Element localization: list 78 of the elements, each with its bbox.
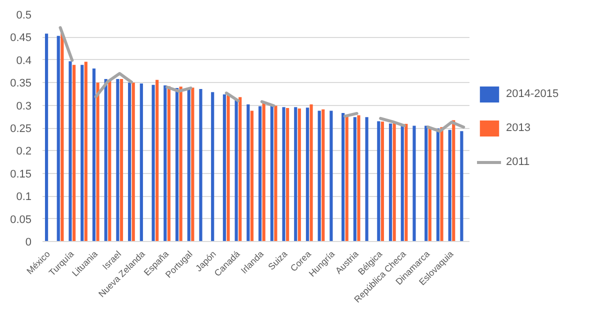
legend-label: 2013 xyxy=(506,122,530,134)
bar xyxy=(428,128,432,242)
bar xyxy=(92,68,96,242)
bar xyxy=(388,123,392,242)
bar xyxy=(132,82,135,242)
y-tick-label: 0.35 xyxy=(10,78,32,90)
bar xyxy=(306,108,310,242)
bar xyxy=(246,104,250,242)
bar xyxy=(140,84,143,242)
bar xyxy=(84,62,88,242)
y-tick-label: 0.3 xyxy=(16,100,32,112)
bar xyxy=(175,88,179,242)
y-tick-label: 0.1 xyxy=(16,191,32,204)
bar xyxy=(377,121,380,242)
bar xyxy=(330,110,333,242)
bar xyxy=(460,131,464,242)
bar xyxy=(400,126,404,242)
bar xyxy=(270,106,274,242)
bar xyxy=(274,106,278,242)
bar xyxy=(282,107,286,242)
bar xyxy=(211,92,214,242)
bar xyxy=(322,109,325,242)
bar xyxy=(424,126,428,242)
bar xyxy=(104,78,108,242)
bar xyxy=(179,86,182,242)
bar xyxy=(96,82,100,242)
y-tick-label: 0.45 xyxy=(10,32,32,44)
y-tick-label: 0.05 xyxy=(10,214,32,226)
bar xyxy=(380,122,384,242)
bar xyxy=(56,36,60,242)
bar xyxy=(318,110,321,242)
bar xyxy=(120,78,124,242)
y-tick-label: 0.15 xyxy=(10,168,32,180)
bar xyxy=(258,106,262,242)
bar xyxy=(222,94,226,242)
bar xyxy=(392,123,396,242)
bar xyxy=(345,116,348,242)
bar xyxy=(191,88,194,242)
bar xyxy=(44,34,48,242)
y-tick-label: 0.5 xyxy=(16,10,32,22)
bar xyxy=(199,88,202,242)
bar xyxy=(353,117,356,242)
bar xyxy=(250,110,254,242)
bar xyxy=(152,84,155,242)
legend-label: 2014-2015 xyxy=(506,88,559,100)
bar xyxy=(234,98,238,242)
bar xyxy=(116,78,120,242)
bar xyxy=(80,64,84,242)
bar xyxy=(108,80,112,242)
bar xyxy=(294,107,298,242)
bar xyxy=(72,64,76,242)
bar xyxy=(310,104,313,242)
bar xyxy=(128,82,132,242)
y-tick-label: 0 xyxy=(25,236,32,248)
bar xyxy=(440,127,444,242)
bar xyxy=(286,108,290,242)
bar xyxy=(365,117,368,242)
legend-label: 2011 xyxy=(506,156,530,168)
bar xyxy=(262,103,266,242)
y-tick-label: 0.2 xyxy=(16,146,32,158)
bar xyxy=(156,80,159,242)
bar xyxy=(226,95,230,242)
y-tick-label: 0.25 xyxy=(10,123,32,135)
bar xyxy=(238,97,242,242)
y-tick-label: 0.4 xyxy=(16,54,32,67)
bar xyxy=(448,130,452,242)
bar xyxy=(60,33,64,242)
bar xyxy=(187,88,190,242)
bar xyxy=(68,61,72,242)
bar xyxy=(412,126,416,242)
bar xyxy=(452,120,456,242)
bar xyxy=(298,108,301,242)
bar xyxy=(436,128,440,242)
bar xyxy=(357,115,360,242)
bar xyxy=(342,113,345,242)
bar xyxy=(404,124,408,242)
bar xyxy=(167,86,170,242)
bar xyxy=(164,85,167,242)
